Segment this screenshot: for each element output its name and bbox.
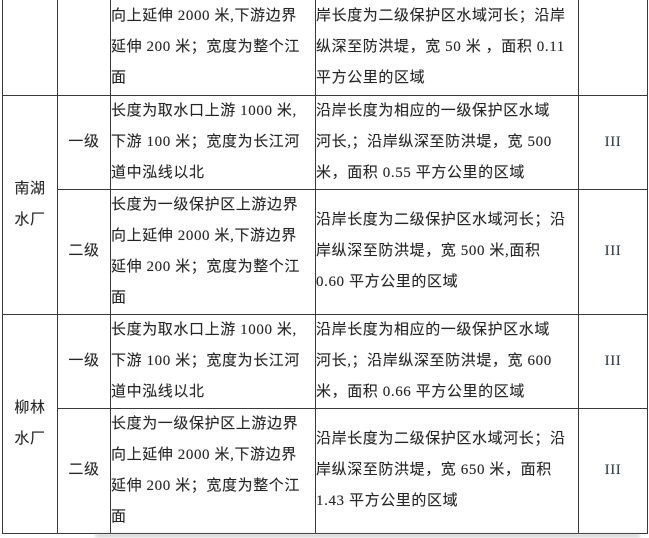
water-quality-cell: III <box>578 94 648 190</box>
plant-cell-empty <box>2 0 58 96</box>
zone-extent-cell: 长度为取水口上游 1000 米, 下游 100 米；宽度为长江河 道中泓线以北 <box>110 313 316 409</box>
water-quality-cell-empty <box>578 0 648 96</box>
plant-cell-liulin: 柳林 水厂 <box>2 313 58 534</box>
zone-extent-cell: 向上延伸 2000 米,下游边界 延伸 200 米；宽度为整个江 面 <box>110 0 316 96</box>
shore-description-cell: 沿岸长度为二级保护区水域河长；沿 岸纵深至防洪堤，宽 500 米,面积 0.60… <box>315 188 579 315</box>
level-cell: 一级 <box>57 313 111 409</box>
zone-extent-cell: 长度为取水口上游 1000 米, 下游 100 米；宽度为长江河 道中泓线以北 <box>110 94 316 190</box>
level-cell: 二级 <box>57 188 111 315</box>
plant-cell-nanhu: 南湖 水厂 <box>2 94 58 315</box>
table-row: 向上延伸 2000 米,下游边界 延伸 200 米；宽度为整个江 面 岸长度为二… <box>2 0 648 96</box>
cut-off-next-row-artifact <box>95 534 640 537</box>
shore-description-cell: 沿岸长度为相应的一级保护区水域 河长,；沿岸纵深至防洪堤，宽 600 米，面积 … <box>315 313 579 409</box>
shore-description-cell: 岸长度为二级保护区水域河长；沿岸 纵深至防洪堤，宽 50 米 ，面积 0.11 … <box>315 0 579 96</box>
table-row: 二级 长度为一级保护区上游边界 向上延伸 2000 米,下游边界 延伸 200 … <box>3 188 648 315</box>
zone-extent-cell: 长度为一级保护区上游边界 向上延伸 2000 米,下游边界 延伸 200 米；宽… <box>110 188 316 315</box>
level-cell: 一级 <box>57 94 111 190</box>
shore-description-cell: 沿岸长度为相应的一级保护区水域 河长,；沿岸纵深至防洪堤，宽 500 米，面积 … <box>315 94 579 190</box>
shore-description-cell: 沿岸长度为二级保护区水域河长；沿 岸纵深至防洪堤，宽 650 米，面积 1.43… <box>315 407 579 534</box>
water-quality-cell: III <box>578 188 648 315</box>
table-row: 南湖 水厂 一级 长度为取水口上游 1000 米, 下游 100 米；宽度为长江… <box>2 94 648 315</box>
zone-extent-cell: 长度为一级保护区上游边界 向上延伸 2000 米,下游边界 延伸 200 米；宽… <box>110 407 316 534</box>
level-cell-empty <box>57 0 111 96</box>
level-cell: 二级 <box>57 407 111 534</box>
water-quality-cell: III <box>578 407 648 534</box>
table-row: 二级 长度为一级保护区上游边界 向上延伸 2000 米,下游边界 延伸 200 … <box>3 407 648 534</box>
table-row: 柳林 水厂 一级 长度为取水口上游 1000 米, 下游 100 米；宽度为长江… <box>2 313 648 534</box>
water-quality-cell: III <box>578 313 648 409</box>
